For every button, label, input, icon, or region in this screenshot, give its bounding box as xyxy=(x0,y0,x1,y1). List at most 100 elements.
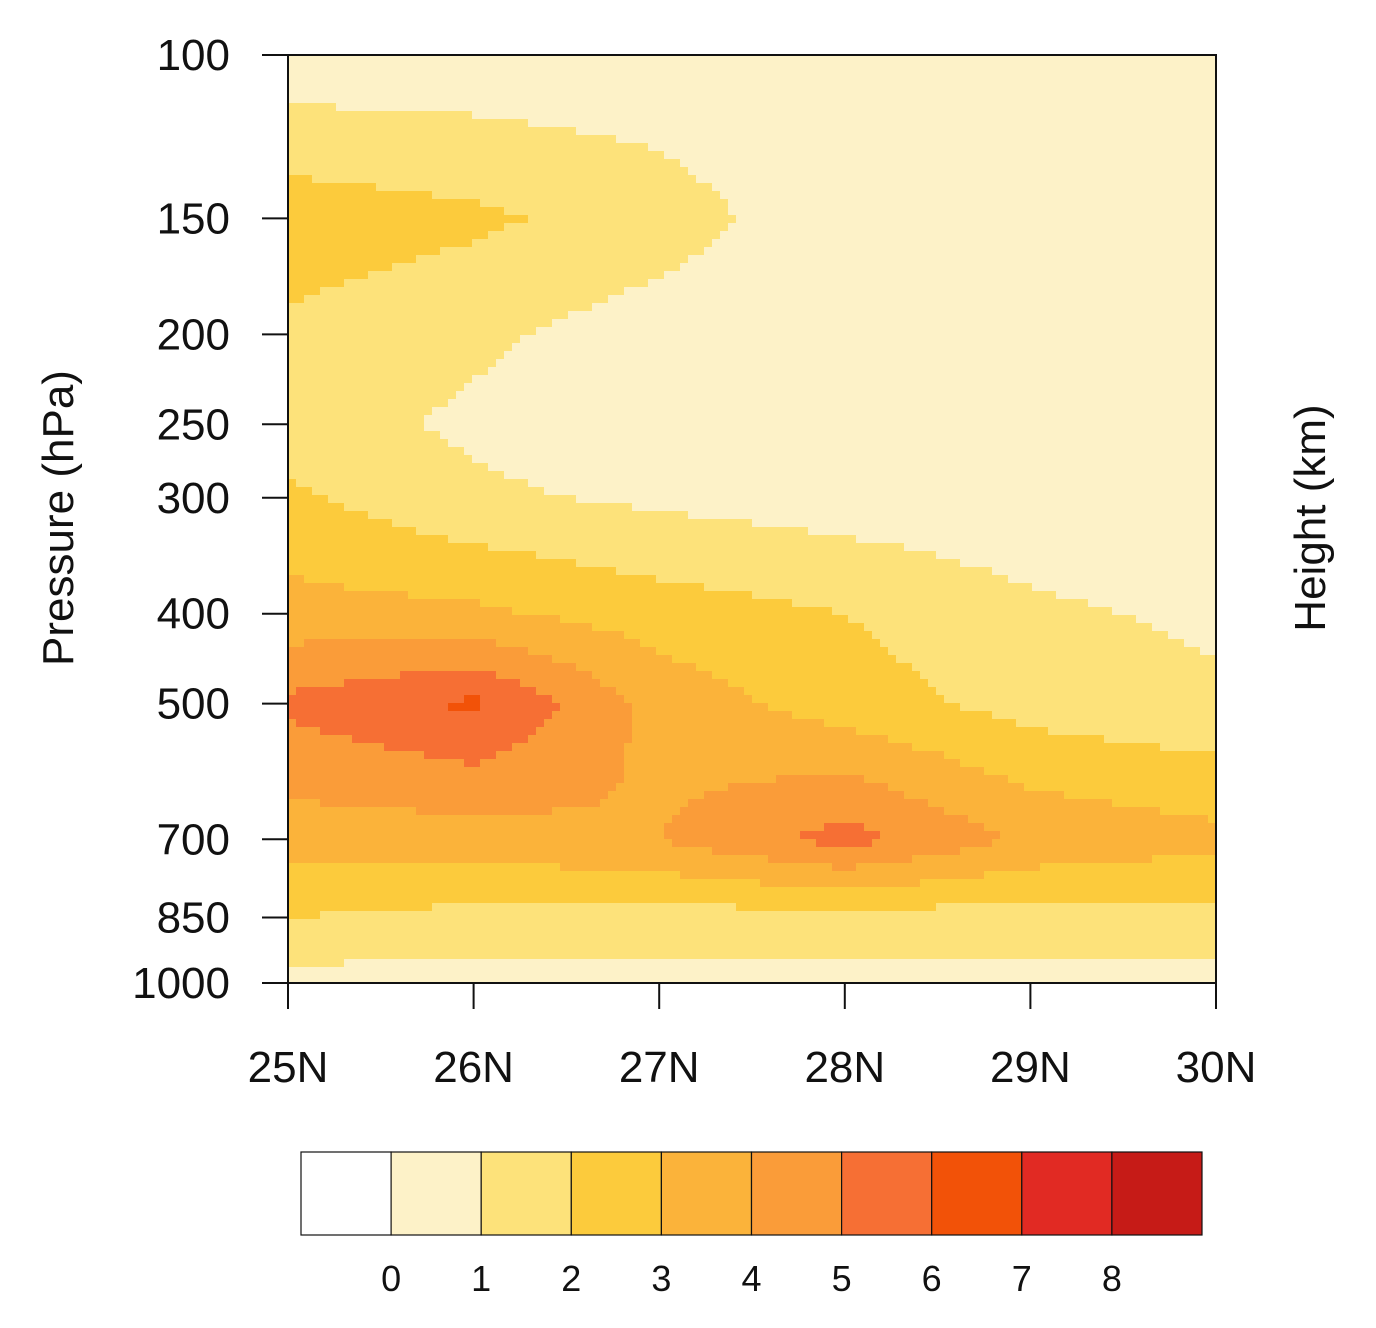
contour-cell xyxy=(504,231,513,240)
contour-cell xyxy=(768,55,777,64)
contour-cell xyxy=(352,295,361,304)
contour-cell xyxy=(400,375,409,384)
contour-cell xyxy=(776,391,785,400)
contour-cell xyxy=(632,335,641,344)
contour-cell xyxy=(824,95,833,104)
contour-cell xyxy=(1096,119,1105,128)
contour-cell xyxy=(464,295,473,304)
contour-cell xyxy=(440,63,449,72)
contour-cell xyxy=(744,71,753,80)
contour-cell xyxy=(904,95,913,104)
contour-cell xyxy=(592,215,601,224)
contour-cell xyxy=(360,367,369,376)
contour-cell xyxy=(736,223,745,232)
contour-cell xyxy=(640,191,649,200)
contour-cell xyxy=(776,343,785,352)
contour-cell xyxy=(1000,255,1009,264)
contour-cell xyxy=(592,191,601,200)
contour-cell xyxy=(368,167,377,176)
contour-cell xyxy=(952,215,961,224)
contour-cell xyxy=(688,143,697,152)
contour-cell xyxy=(704,319,713,328)
contour-cell xyxy=(448,367,457,376)
contour-cell xyxy=(416,327,425,336)
contour-cell xyxy=(1016,71,1025,80)
contour-cell xyxy=(640,383,649,392)
contour-cell xyxy=(1168,343,1177,352)
contour-cell xyxy=(560,119,569,128)
contour-cell xyxy=(704,255,713,264)
contour-cell xyxy=(688,103,697,112)
contour-cell xyxy=(832,327,841,336)
contour-cell xyxy=(1200,151,1209,160)
contour-cell xyxy=(384,359,393,368)
contour-cell xyxy=(1008,375,1017,384)
contour-cell xyxy=(1032,311,1041,320)
contour-cell xyxy=(1136,79,1145,88)
contour-cell xyxy=(1200,111,1209,120)
contour-cell xyxy=(1112,391,1121,400)
contour-cell xyxy=(296,343,305,352)
contour-cell xyxy=(1072,199,1081,208)
contour-cell xyxy=(288,231,297,240)
contour-cell xyxy=(880,207,889,216)
contour-cell xyxy=(944,303,953,312)
contour-cell xyxy=(376,175,385,184)
contour-cell xyxy=(872,327,881,336)
contour-cell xyxy=(1136,271,1145,280)
contour-cell xyxy=(1056,375,1065,384)
contour-cell xyxy=(792,295,801,304)
contour-cell xyxy=(1208,79,1216,88)
contour-cell xyxy=(648,295,657,304)
contour-cell xyxy=(664,319,673,328)
contour-cell xyxy=(480,223,489,232)
contour-cell xyxy=(872,79,881,88)
contour-cell xyxy=(464,207,473,216)
contour-cell xyxy=(768,223,777,232)
contour-cell xyxy=(408,319,417,328)
contour-cell xyxy=(864,111,873,120)
contour-cell xyxy=(448,383,457,392)
contour-cell xyxy=(464,279,473,288)
contour-cell xyxy=(968,375,977,384)
contour-cell xyxy=(1088,199,1097,208)
contour-cell xyxy=(704,367,713,376)
contour-cell xyxy=(888,327,897,336)
contour-cell xyxy=(1072,71,1081,80)
contour-cell xyxy=(1008,183,1017,192)
contour-cell xyxy=(432,271,441,280)
contour-cell xyxy=(1128,327,1137,336)
contour-cell xyxy=(880,279,889,288)
contour-cell xyxy=(472,207,481,216)
contour-cell xyxy=(528,143,537,152)
contour-cell xyxy=(984,319,993,328)
contour-cell xyxy=(1200,367,1209,376)
contour-cell xyxy=(688,231,697,240)
contour-cell xyxy=(648,143,657,152)
contour-cell xyxy=(528,263,537,272)
contour-cell xyxy=(416,63,425,72)
contour-cell xyxy=(536,263,545,272)
contour-cell xyxy=(624,351,633,360)
contour-cell xyxy=(648,167,657,176)
contour-cell xyxy=(1024,375,1033,384)
contour-cell xyxy=(480,287,489,296)
contour-cell xyxy=(376,327,385,336)
contour-cell xyxy=(552,79,561,88)
contour-cell xyxy=(688,95,697,104)
contour-cell xyxy=(352,367,361,376)
contour-cell xyxy=(888,151,897,160)
contour-cell xyxy=(1040,103,1049,112)
contour-cell xyxy=(552,319,561,328)
contour-cell xyxy=(632,143,641,152)
contour-cell xyxy=(1184,127,1193,136)
contour-cell xyxy=(544,207,553,216)
contour-cell xyxy=(976,215,985,224)
contour-cell xyxy=(656,247,665,256)
contour-cell xyxy=(904,167,913,176)
contour-cell xyxy=(520,279,529,288)
contour-cell xyxy=(768,119,777,128)
contour-cell xyxy=(384,367,393,376)
contour-cell xyxy=(1208,207,1216,216)
contour-cell xyxy=(440,359,449,368)
